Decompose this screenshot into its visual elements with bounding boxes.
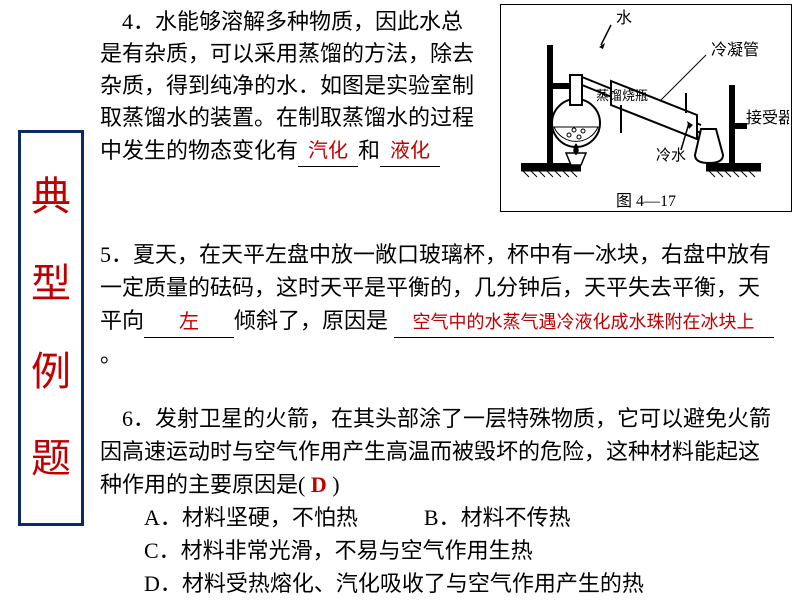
sidebar-title-box: 典 型 例 题 xyxy=(18,130,84,526)
label-flask: 蒸馏烧瓶 xyxy=(596,88,648,103)
q6-optA: A．材料坚硬，不怕热 xyxy=(144,505,358,530)
q5-answer-2: 空气中的水蒸气遇冷液化成水珠附在冰块上 xyxy=(413,312,755,332)
q6-optC: C．材料非常光滑，不易与空气作用生热 xyxy=(100,534,780,567)
q5-blank-2: 空气中的水蒸气遇冷液化成水珠附在冰块上 xyxy=(394,304,774,338)
sidebar-char-4: 题 xyxy=(31,439,71,479)
label-water: 水 xyxy=(616,9,632,27)
label-receiver: 接受器 xyxy=(746,109,789,127)
question-5-block: 5．夏天，在天平左盘中放一敞口玻璃杯，杯中有一冰块，右盘中放有一定质量的砝码，这… xyxy=(100,238,780,371)
q4-between: 和 xyxy=(358,138,380,163)
q6-optD: D．材料受热熔化、汽化吸收了与空气作用产生的热 xyxy=(100,567,780,600)
label-condenser: 冷凝管 xyxy=(711,41,759,59)
sidebar-char-3: 例 xyxy=(31,352,71,392)
question-6-block: 6．发射卫星的火箭，在其头部涂了一层特殊物质，它可以避免火箭因高速运动时与空气作… xyxy=(100,402,780,600)
distillation-diagram: 水 冷水 冷凝管 蒸馏烧瓶 接受器 图 4—17 xyxy=(500,4,792,212)
q5-answer-1: 左 xyxy=(179,311,199,333)
q5-period: 。 xyxy=(100,342,122,367)
q6-answer: D xyxy=(311,472,327,497)
q6-optB: B．材料不传热 xyxy=(424,505,571,530)
q6-stem: 6．发射卫星的火箭，在其头部涂了一层特殊物质，它可以避免火箭因高速运动时与空气作… xyxy=(100,406,771,497)
q4-blank-2: 液化 xyxy=(380,134,440,167)
sidebar-char-2: 型 xyxy=(31,264,71,304)
q6-close: ) xyxy=(332,472,339,497)
sidebar-char-1: 典 xyxy=(31,177,71,217)
q4-blank-1: 汽化 xyxy=(298,134,358,167)
diagram-svg: 水 冷水 冷凝管 蒸馏烧瓶 接受器 xyxy=(501,5,789,180)
question-4-text: 4．水能够溶解多种物质，因此水总是有杂质，可以采用蒸馏的方法，除去杂质，得到纯净… xyxy=(100,6,480,167)
q5-text-2: 倾斜了，原因是 xyxy=(234,308,388,333)
q5-blank-1: 左 xyxy=(144,304,234,338)
q4-answer-1: 汽化 xyxy=(308,140,348,162)
diagram-caption: 图 4—17 xyxy=(501,187,791,211)
q4-answer-2: 液化 xyxy=(390,140,430,162)
q6-stem-line: 6．发射卫星的火箭，在其头部涂了一层特殊物质，它可以避免火箭因高速运动时与空气作… xyxy=(100,402,780,501)
q6-options-line1: A．材料坚硬，不怕热 B．材料不传热 xyxy=(100,501,780,534)
slide: 典 型 例 题 4．水能够溶解多种物质，因此水总是有杂质，可以采用蒸馏的方法，除… xyxy=(0,0,800,600)
